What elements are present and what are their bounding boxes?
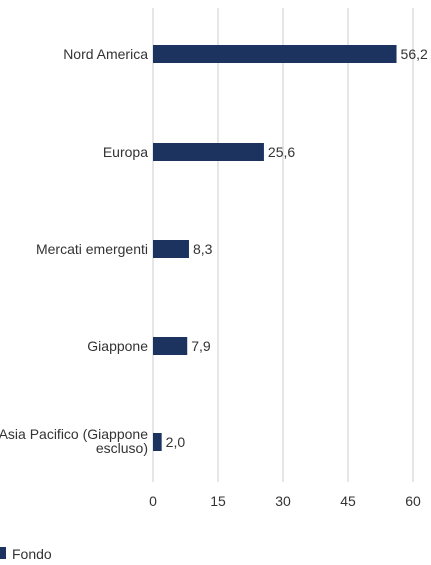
bars [153, 45, 397, 451]
x-tick-label: 60 [405, 493, 421, 509]
value-label: 7,9 [191, 338, 211, 354]
category-label: Mercati emergenti [36, 241, 148, 257]
legend: Fondo [0, 546, 52, 562]
value-label: 56,2 [401, 46, 428, 62]
legend-swatch-fondo [0, 547, 6, 559]
category-label: Giappone [87, 338, 148, 354]
category-labels: Nord America Europa Mercati emergenti Giapp… [0, 46, 148, 456]
x-tick-label: 0 [149, 493, 157, 509]
bar [153, 45, 397, 63]
category-label: Asia Pacifico (Giappone escluso) [0, 426, 148, 456]
category-label: Europa [103, 144, 148, 160]
x-tick-label: 30 [275, 493, 291, 509]
x-tick-label: 15 [210, 493, 226, 509]
value-label: 25,6 [268, 144, 295, 160]
bar [153, 433, 162, 451]
bar [153, 143, 264, 161]
bar [153, 337, 188, 355]
legend-label-fondo: Fondo [12, 546, 52, 562]
value-label: 2,0 [166, 434, 186, 450]
gridlines [152, 8, 414, 482]
x-axis-ticks: 0 15 30 45 60 [149, 493, 421, 509]
value-label: 8,3 [193, 241, 213, 257]
category-label: Nord America [63, 46, 148, 62]
bar [153, 240, 189, 258]
x-tick-label: 45 [340, 493, 356, 509]
value-labels: 56,2 25,6 8,3 7,9 2,0 [166, 46, 428, 450]
